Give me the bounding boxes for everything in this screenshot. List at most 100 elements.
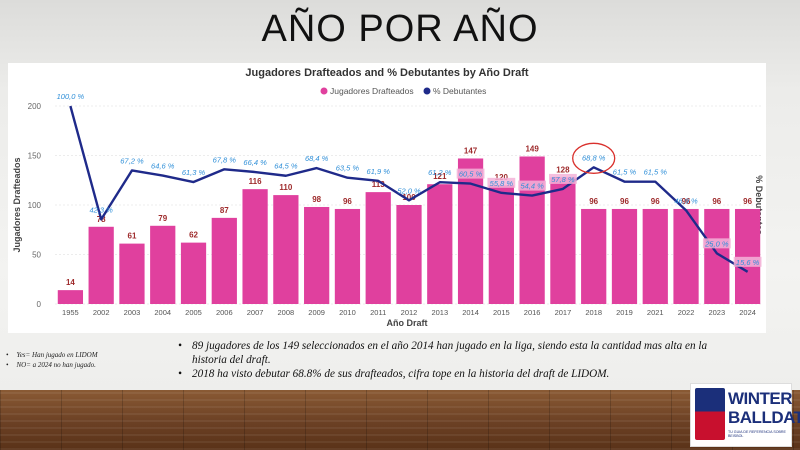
note-yes: Yes= Han jugado en LIDOM	[6, 350, 97, 360]
pct-label-bg	[549, 173, 577, 184]
summary-bullets: 89 jugadores de los 149 seleccionados en…	[178, 339, 738, 381]
chart-panel: Jugadores Drafteados and % Debutantes by…	[8, 63, 766, 333]
x-tick-label: 2012	[401, 308, 418, 317]
bar-value-label: 62	[189, 231, 198, 240]
pct-value-label: 52,0 %	[397, 186, 421, 195]
bar	[119, 243, 145, 304]
pct-value-label: 68,4 %	[305, 154, 329, 163]
x-tick-label: 2003	[124, 308, 141, 317]
pct-value-label: 64,5 %	[274, 162, 298, 171]
bar	[396, 205, 422, 304]
y-tick-label: 200	[28, 102, 42, 111]
bar	[88, 226, 114, 304]
pct-value-label: 67,8 %	[213, 155, 237, 164]
bar-value-label: 96	[682, 197, 691, 206]
pct-label-bg	[733, 256, 762, 267]
x-tick-label: 2009	[308, 308, 325, 317]
logo-tagline: TU GUIA DE REFERENCIA SOBRE BEISBOL	[728, 430, 786, 438]
y-tick-label: 150	[28, 152, 42, 161]
pct-line	[69, 105, 749, 273]
bar-value-label: 61	[128, 232, 137, 241]
x-tick-label: 2002	[93, 308, 110, 317]
x-tick-label: 2015	[493, 308, 510, 317]
bar	[273, 195, 299, 304]
pct-value-label: 54,4 %	[520, 182, 544, 191]
legend-swatch-bars	[320, 87, 328, 95]
logo-line2: BALLDATA	[728, 408, 800, 427]
x-tick-label: 2007	[247, 308, 264, 317]
bar	[304, 206, 330, 304]
bullet-2014: 89 jugadores de los 149 seleccionados en…	[178, 339, 738, 367]
pct-label-bg	[702, 238, 731, 249]
x-tick-label: 2016	[524, 308, 541, 317]
bar-value-label: 110	[279, 183, 292, 192]
bullet-2018: 2018 ha visto debutar 68.8% de sus draft…	[178, 367, 738, 381]
pct-value-label: 61,5 %	[644, 168, 668, 177]
bar-value-label: 79	[158, 214, 167, 223]
pct-label-bg	[487, 177, 516, 188]
pct-value-label: 61,5 %	[613, 168, 637, 177]
bar-value-label: 96	[343, 197, 352, 206]
x-tick-label: 2019	[616, 308, 633, 317]
bar	[365, 192, 391, 304]
bar	[642, 208, 668, 304]
winterballdata-logo: WINTER BALLDATA TU GUIA DE REFERENCIA SO…	[690, 383, 800, 447]
note-no: NO= a 2024 no han jugado.	[6, 360, 98, 370]
x-tick-label: 2022	[678, 308, 695, 317]
x-tick-label: 2008	[278, 308, 295, 317]
x-tick-label: 2014	[462, 308, 479, 317]
x-tick-label: 1955	[62, 308, 79, 317]
bar-value-label: 128	[556, 165, 570, 174]
bar-value-label: 100	[402, 193, 416, 202]
pct-value-label: 25,0 %	[704, 239, 729, 248]
x-tick-label: 2017	[555, 308, 572, 317]
legend-label-bars: Jugadores Drafteados	[330, 86, 414, 96]
bar-value-label: 149	[525, 144, 539, 153]
bar-value-label: 87	[220, 206, 229, 215]
bar	[334, 208, 361, 304]
bar	[581, 208, 607, 304]
x-tick-label: 2004	[154, 308, 171, 317]
pct-value-label: 63,5 %	[336, 164, 360, 173]
batter-flag-icon	[695, 388, 725, 440]
bar	[211, 217, 237, 304]
bar-value-label: 96	[712, 197, 721, 206]
bar	[427, 184, 453, 304]
bar	[550, 177, 576, 304]
combo-chart: Jugadores Drafteados and % Debutantes by…	[12, 67, 764, 328]
bar-value-label: 96	[589, 197, 598, 206]
pct-value-label: 61,9 %	[367, 167, 391, 176]
bar-value-label: 14	[66, 278, 75, 287]
legend-label-line: % Debutantes	[433, 86, 486, 96]
y-tick-label: 0	[37, 300, 42, 309]
pct-value-label: 60,5 %	[459, 170, 483, 179]
pct-value-label: 46,9 %	[674, 196, 698, 205]
pct-value-label: 64,6 %	[151, 162, 175, 171]
bar-value-label: 116	[249, 177, 262, 186]
bar	[704, 208, 730, 304]
x-tick-label: 2006	[216, 308, 233, 317]
bar-value-label: 96	[620, 197, 629, 206]
bar	[457, 158, 484, 304]
bar-value-label: 96	[651, 197, 660, 206]
pct-value-label: 100,0 %	[57, 92, 85, 101]
slide-title: AÑO POR AÑO	[261, 8, 539, 50]
bar	[488, 185, 514, 304]
bar-value-label: 147	[464, 146, 478, 155]
bar-value-label: 120	[495, 173, 509, 182]
logo-line1: WINTER	[728, 389, 793, 408]
x-tick-label: 2013	[431, 308, 448, 317]
bar	[519, 156, 545, 304]
bar-value-label: 96	[743, 197, 752, 206]
pct-value-label: 55,8 %	[490, 179, 514, 188]
bar-value-label: 113	[372, 180, 385, 189]
x-tick-label: 2018	[585, 308, 602, 317]
x-tick-label: 2005	[185, 308, 202, 317]
pct-value-label: 57,8 %	[551, 175, 575, 184]
legend-notes: Yes= Han jugado en LIDOM NO= a 2024 no h…	[6, 350, 98, 370]
bar	[57, 290, 84, 304]
pct-value-label: 15,6 %	[736, 258, 760, 267]
pct-value-label: 61,2 %	[428, 168, 452, 177]
chart-title: Jugadores Drafteados and % Debutantes by…	[245, 67, 529, 79]
bar	[673, 208, 699, 304]
